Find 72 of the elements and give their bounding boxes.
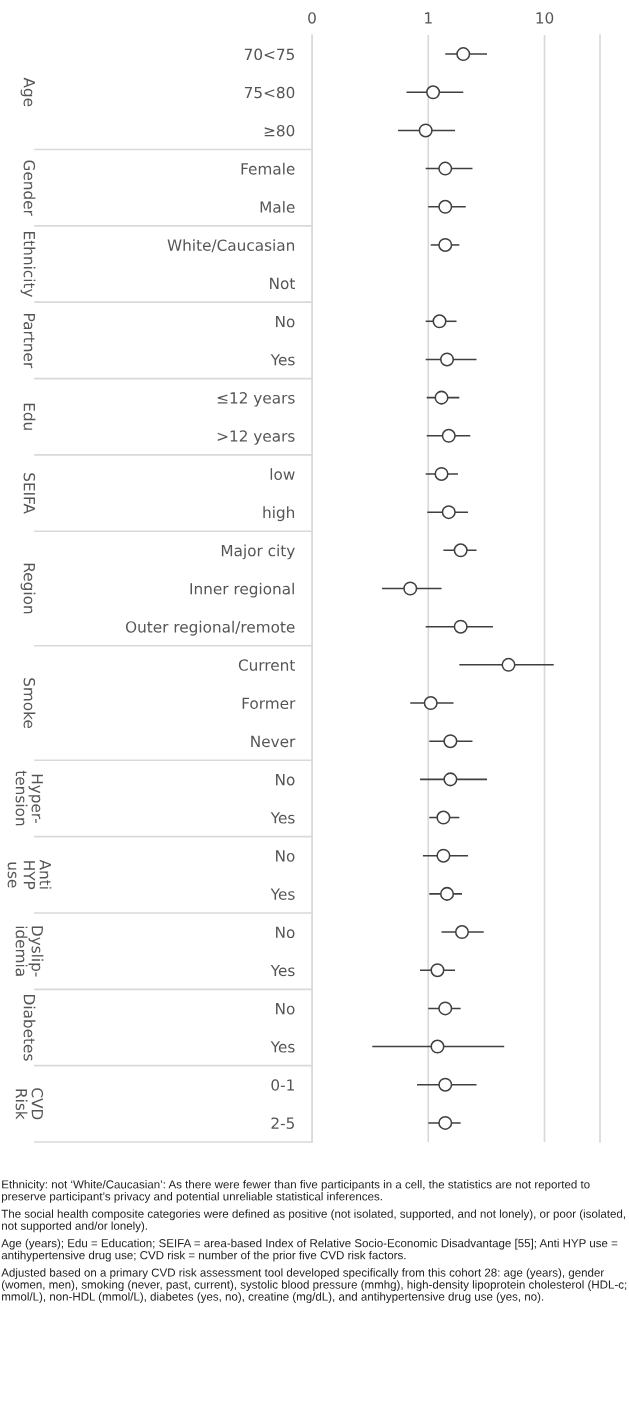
y-tick-label: Yes bbox=[270, 812, 295, 824]
point bbox=[440, 352, 455, 367]
point bbox=[434, 390, 449, 405]
point bbox=[432, 314, 447, 329]
y-tick-label: Inner regional bbox=[190, 582, 294, 598]
point bbox=[441, 505, 456, 520]
y-tick-label: low bbox=[270, 468, 295, 480]
y-tick-label: ≤12 years bbox=[217, 392, 295, 407]
x-tick-label: 1 bbox=[425, 12, 432, 24]
point bbox=[438, 161, 453, 176]
point bbox=[456, 47, 471, 62]
y-tick-label: Not bbox=[270, 277, 295, 290]
y-tick-label: 70<75 bbox=[244, 48, 294, 61]
y-tick-label: No bbox=[276, 1003, 295, 1015]
point bbox=[454, 925, 469, 940]
y-tick-label: No bbox=[276, 774, 295, 786]
y-tick-label: Major city bbox=[221, 544, 295, 560]
point bbox=[441, 428, 456, 443]
y-tick-label: 2-5 bbox=[271, 1117, 294, 1129]
point bbox=[430, 1039, 445, 1054]
point bbox=[436, 810, 451, 825]
point bbox=[438, 199, 453, 214]
text: SEIFA bbox=[23, 473, 36, 514]
point bbox=[453, 619, 468, 634]
y-tick-label: No bbox=[276, 850, 295, 862]
point bbox=[443, 734, 458, 749]
text: Smoke bbox=[23, 678, 36, 729]
text: Ethnicity: not ‘White/Caucasian’: As there were fewer than five participants in a cell, the statistics are not reported to preserve participant’s privacy and potential unreliable statistical inferences. bbox=[2, 1180, 590, 1203]
y-tick-label: >12 years bbox=[217, 430, 295, 445]
y-tick-label: Outer regional/remote bbox=[125, 620, 295, 636]
y-tick-label: Yes bbox=[270, 1041, 295, 1053]
point bbox=[436, 848, 451, 863]
text: Diabetes bbox=[23, 995, 36, 1061]
point bbox=[443, 772, 458, 787]
text: Dyslip- idemia bbox=[15, 926, 44, 977]
point bbox=[438, 237, 453, 252]
y-tick-label: 0-1 bbox=[271, 1079, 294, 1091]
point bbox=[438, 1001, 453, 1016]
y-tick-label: Yes bbox=[270, 888, 295, 900]
y-tick-label: Female bbox=[241, 162, 295, 175]
y-tick-label: 75<80 bbox=[244, 86, 295, 99]
point bbox=[434, 466, 449, 481]
point bbox=[430, 963, 445, 978]
y-tick-label: Yes bbox=[270, 354, 295, 366]
point bbox=[438, 1115, 453, 1130]
y-tick-label: Current bbox=[238, 659, 295, 671]
point bbox=[453, 543, 468, 558]
text: Region bbox=[20, 563, 36, 614]
y-tick-label: Never bbox=[251, 735, 296, 748]
text: Age (years); Edu = Education; SEIFA = area-based Index of Relative Socio-Economic Disadvantage [55]; Anti HYP use = antihypertensive drug use; CVD risk = number of the prior five CVD risk factors. bbox=[1, 1238, 618, 1262]
text: Anti HYP use bbox=[7, 859, 52, 890]
y-tick-label: Male bbox=[260, 200, 295, 213]
text: Ethnicity bbox=[20, 232, 36, 298]
text: Edu bbox=[23, 403, 36, 430]
text: The social health composite categories were defined as positive (not isolated, supported, and not lonely), or poor (isolated, not supported and/or lonely). bbox=[1, 1209, 625, 1233]
y-tick-label: No bbox=[276, 315, 295, 328]
y-tick-label: No bbox=[276, 926, 295, 939]
text: Age bbox=[20, 77, 35, 107]
text: Adjusted based on a primary CVD risk assessment tool developed specifically from this cohort 28: age (years), gender (women, men), smoking (never, past, current), systolic blood pressure (mmhg), high-density lipoprotein cholesterol (HDL-c; mmol/L), non-HDL (mmol/L), diabetes (yes, no), creatine (mg/dL), and antihypertensive drug use (yes, no). bbox=[1, 1268, 627, 1303]
y-tick-label: Former bbox=[242, 697, 296, 710]
y-tick-label: ≥80 bbox=[264, 124, 295, 137]
text: Gender bbox=[23, 160, 36, 216]
x-tick-label: 10 bbox=[536, 12, 554, 24]
point bbox=[438, 1077, 453, 1092]
text: Partner bbox=[23, 314, 35, 369]
text: CVD Risk bbox=[15, 1088, 44, 1120]
y-tick-label: White/Caucasian bbox=[167, 239, 295, 253]
point bbox=[440, 886, 455, 901]
x-tick-label: 0 bbox=[308, 12, 316, 24]
y-tick-label: high bbox=[263, 506, 295, 522]
y-tick-label: Yes bbox=[270, 964, 295, 977]
text: Hyper- tension bbox=[15, 770, 43, 826]
